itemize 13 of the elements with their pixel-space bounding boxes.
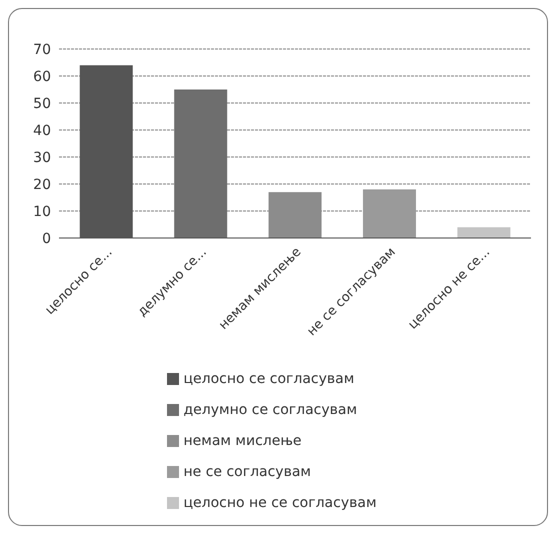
legend-label: целосно се согласувам — [183, 371, 354, 387]
y-tick-label: 30 — [33, 150, 51, 166]
legend-label: целосно не се согласувам — [183, 495, 377, 511]
legend-label: не се согласувам — [183, 464, 311, 480]
legend-label: немам мислење — [183, 433, 302, 449]
legend-label: делумно се согласувам — [183, 402, 358, 418]
y-tick-label: 70 — [33, 42, 51, 58]
y-tick-label: 40 — [33, 122, 51, 139]
y-tick-label: 20 — [33, 176, 51, 193]
y-tick-label: 60 — [33, 68, 51, 85]
y-tick-label: 10 — [33, 204, 51, 220]
y-tick-label: 0 — [42, 230, 51, 247]
y-tick-label: 50 — [33, 96, 51, 112]
